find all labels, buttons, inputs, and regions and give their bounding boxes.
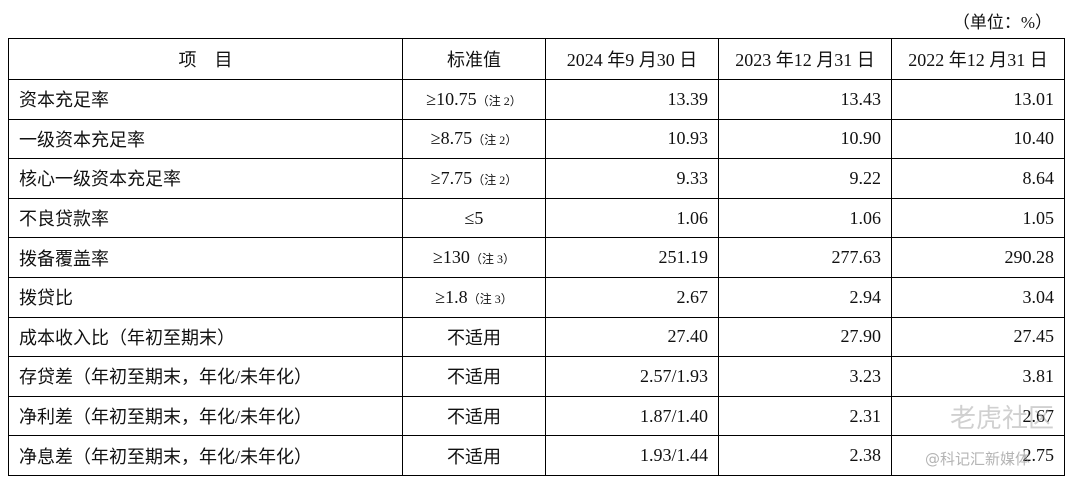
table-row: 净利差（年初至期末，年化/未年化） 不适用 1.87/1.40 2.31 2.67 xyxy=(8,395,1065,437)
table-row: 净息差（年初至期末，年化/未年化） 不适用 1.93/1.44 2.38 2.75 xyxy=(8,435,1065,476)
item-cell: 拨贷比 xyxy=(8,276,403,318)
value-cell: 13.43 xyxy=(718,79,892,120)
standard-cell: ≥1.8（注 3） xyxy=(402,276,546,318)
value-cell: 27.45 xyxy=(891,316,1065,358)
standard-note: （注 3） xyxy=(469,252,515,267)
standard-value: ≥8.75 xyxy=(430,128,473,149)
value-cell: 2.94 xyxy=(718,276,892,318)
item-cell: 拨备覆盖率 xyxy=(8,237,403,278)
standard-note: （注 3） xyxy=(467,291,513,306)
standard-note: （注 2） xyxy=(476,93,522,108)
table-body: 资本充足率 ≥10.75（注 2） 13.39 13.43 13.01 一级资本充足率 ≥8… xyxy=(8,79,1065,476)
unit-note: （单位：%） xyxy=(952,13,1052,32)
value-cell: 277.63 xyxy=(718,237,892,278)
value-cell: 2.57/1.93 xyxy=(545,356,719,397)
value-cell: 27.40 xyxy=(545,316,719,358)
item-cell: 净利差（年初至期末，年化/未年化） xyxy=(8,395,403,437)
item-cell: 净息差（年初至期末，年化/未年化） xyxy=(8,435,403,476)
standard-value: ≥1.8 xyxy=(435,286,468,307)
standard-cell: ≥10.75（注 2） xyxy=(402,79,546,120)
item-cell: 核心一级资本充足率 xyxy=(8,158,403,199)
table-row: 一级资本充足率 ≥8.75（注 2） 10.93 10.90 10.40 xyxy=(8,118,1065,160)
standard-cell: ≥8.75（注 2） xyxy=(402,118,546,160)
header-cell: 2022 年12 月31 日 xyxy=(891,38,1065,80)
table-row: 拨备覆盖率 ≥130（注 3） 251.19 277.63 290.28 xyxy=(8,237,1065,278)
standard-cell: 不适用 xyxy=(402,356,546,397)
standard-cell: ≥130（注 3） xyxy=(402,237,546,278)
value-cell: 2.67 xyxy=(545,276,719,318)
table-row: 核心一级资本充足率 ≥7.75（注 2） 9.33 9.22 8.64 xyxy=(8,158,1065,199)
value-cell: 9.33 xyxy=(545,158,719,199)
standard-cell: 不适用 xyxy=(402,435,546,476)
table-row: 资本充足率 ≥10.75（注 2） 13.39 13.43 13.01 xyxy=(8,79,1065,120)
value-cell: 2.38 xyxy=(718,435,892,476)
value-cell: 1.06 xyxy=(718,197,892,239)
standard-value: ≥130 xyxy=(433,247,470,268)
header-cell: 项 目 xyxy=(8,38,403,80)
header-cell: 2023 年12 月31 日 xyxy=(718,38,892,80)
value-cell: 10.40 xyxy=(891,118,1065,160)
value-cell: 2.75 xyxy=(891,435,1065,476)
standard-cell: 不适用 xyxy=(402,395,546,437)
value-cell: 13.39 xyxy=(545,79,719,120)
standard-value: 不适用 xyxy=(447,446,501,467)
standard-cell: ≥7.75（注 2） xyxy=(402,158,546,199)
item-cell: 成本收入比（年初至期末） xyxy=(8,316,403,358)
value-cell: 13.01 xyxy=(891,79,1065,120)
value-cell: 10.93 xyxy=(545,118,719,160)
header-row: 项 目标准值 2024 年9 月30 日 2023 年12 月31 日 2022 年1… xyxy=(8,38,1065,80)
standard-value: 不适用 xyxy=(447,407,501,428)
standard-cell: ≤5 xyxy=(402,197,546,239)
value-cell: 2.31 xyxy=(718,395,892,437)
value-cell: 10.90 xyxy=(718,118,892,160)
value-cell: 3.23 xyxy=(718,356,892,397)
item-cell: 一级资本充足率 xyxy=(8,118,403,160)
standard-value: 不适用 xyxy=(447,327,501,348)
standard-note: （注 2） xyxy=(472,172,518,187)
watermark-source: @科记汇新媒体 xyxy=(925,450,1031,468)
standard-note: （注 2） xyxy=(472,133,518,148)
value-cell: 3.04 xyxy=(891,276,1065,318)
table-row: 拨贷比 ≥1.8（注 3） 2.67 2.94 3.04 xyxy=(8,276,1065,318)
item-cell: 不良贷款率 xyxy=(8,197,403,239)
value-cell: 9.22 xyxy=(718,158,892,199)
table-row: 存贷差（年初至期末，年化/未年化） 不适用 2.57/1.93 3.23 3.81 xyxy=(8,356,1065,397)
value-cell: 2.67 xyxy=(891,395,1065,437)
value-cell: 1.87/1.40 xyxy=(545,395,719,437)
standard-value: ≤5 xyxy=(464,207,484,228)
indicator-table: 项 目标准值 2024 年9 月30 日 2023 年12 月31 日 2022 年1… xyxy=(8,38,1065,476)
value-cell: 3.81 xyxy=(891,356,1065,397)
standard-value: 不适用 xyxy=(447,367,501,388)
item-cell: 资本充足率 xyxy=(8,79,403,120)
value-cell: 27.90 xyxy=(718,316,892,358)
value-cell: 8.64 xyxy=(891,158,1065,199)
table-row: 不良贷款率 ≤5 1.06 1.06 1.05 xyxy=(8,197,1065,239)
item-cell: 存贷差（年初至期末，年化/未年化） xyxy=(8,356,403,397)
value-cell: 290.28 xyxy=(891,237,1065,278)
header-cell: 标准值 xyxy=(402,38,546,80)
standard-cell: 不适用 xyxy=(402,316,546,358)
value-cell: 1.06 xyxy=(545,197,719,239)
value-cell: 251.19 xyxy=(545,237,719,278)
standard-value: ≥10.75 xyxy=(426,88,477,109)
value-cell: 1.05 xyxy=(891,197,1065,239)
table-row: 成本收入比（年初至期末） 不适用 27.40 27.90 27.45 xyxy=(8,316,1065,358)
header-cell: 2024 年9 月30 日 xyxy=(545,38,719,80)
standard-value: ≥7.75 xyxy=(430,167,473,188)
value-cell: 1.93/1.44 xyxy=(545,435,719,476)
watermark-brand: 老虎社区 xyxy=(950,404,1055,434)
